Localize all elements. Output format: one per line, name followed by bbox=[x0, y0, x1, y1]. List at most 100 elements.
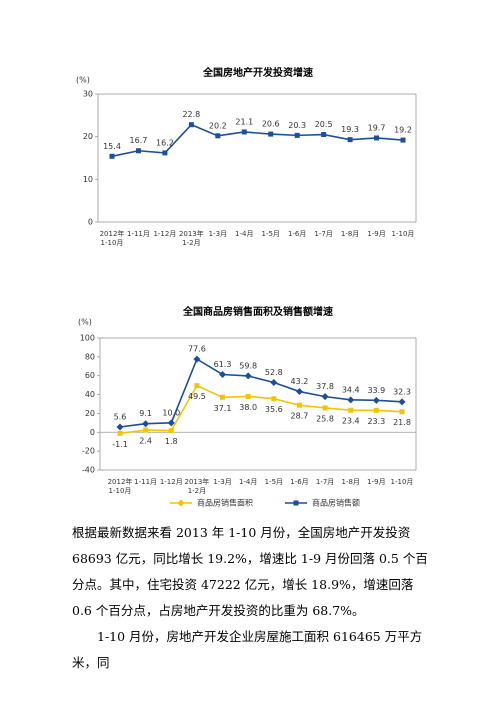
data-label: 20.2 bbox=[209, 121, 227, 130]
marker bbox=[296, 402, 302, 408]
data-label: 61.3 bbox=[214, 360, 232, 369]
y-tick-label: 0 bbox=[88, 218, 93, 227]
x-tick-label: 1-4月 bbox=[238, 478, 258, 486]
data-label: 37.8 bbox=[316, 382, 334, 391]
marker bbox=[177, 499, 185, 507]
marker bbox=[135, 148, 141, 154]
y-tick-label: 20 bbox=[83, 132, 93, 141]
marker bbox=[168, 428, 174, 434]
x-tick-label: 2012年 1-10月 bbox=[107, 478, 133, 495]
y-tick-label: 40 bbox=[85, 390, 95, 399]
x-tick-label: 2013年 1-2月 bbox=[178, 230, 204, 247]
x-tick-label: 1-7月 bbox=[315, 478, 335, 486]
marker bbox=[400, 137, 406, 143]
marker bbox=[399, 409, 405, 415]
data-label: 5.6 bbox=[114, 413, 127, 422]
marker bbox=[322, 405, 328, 411]
marker bbox=[295, 388, 303, 396]
series-line bbox=[111, 123, 404, 158]
data-label: 19.3 bbox=[341, 125, 359, 134]
data-label: 1.8 bbox=[165, 437, 178, 446]
chart-title: 全国房地产开发投资增速 bbox=[202, 66, 313, 79]
x-tick-label: 1-7月 bbox=[314, 230, 333, 238]
chart-title: 全国商品房销售面积及销售额增速 bbox=[182, 305, 333, 318]
marker bbox=[109, 153, 115, 159]
x-tick-label: 2013年 1-2月 bbox=[184, 478, 210, 495]
data-label: 21.1 bbox=[235, 117, 253, 126]
marker bbox=[220, 394, 226, 400]
x-tick-label: 1-11月 bbox=[134, 478, 158, 486]
y-tick-label: 10 bbox=[83, 175, 93, 184]
x-tick-label: 1-12月 bbox=[153, 230, 177, 238]
marker bbox=[321, 132, 327, 138]
y-tick-label: -40 bbox=[82, 466, 95, 475]
data-label: 25.8 bbox=[316, 414, 334, 423]
x-tick-label: 1-11月 bbox=[127, 230, 150, 238]
x-tick-label: 1-5月 bbox=[264, 478, 284, 486]
data-label: 37.1 bbox=[214, 404, 232, 413]
marker bbox=[293, 500, 299, 506]
marker bbox=[188, 122, 194, 128]
data-label: 38.0 bbox=[239, 403, 257, 412]
data-label: 19.2 bbox=[394, 126, 412, 135]
paragraph: 1-10 月份，房地产开发企业房屋施工面积 616465 万平方米，同 bbox=[72, 629, 423, 670]
legend-label: 商品房销售面积 bbox=[197, 498, 253, 508]
data-label: 59.8 bbox=[239, 361, 257, 370]
marker bbox=[244, 372, 252, 380]
marker bbox=[219, 370, 227, 378]
data-label: 23.4 bbox=[342, 417, 360, 426]
x-tick-label: 1-3月 bbox=[213, 478, 232, 486]
plot-frame bbox=[97, 93, 417, 223]
y-tick-label: 100 bbox=[80, 334, 95, 343]
data-label: 33.9 bbox=[367, 386, 385, 395]
x-tick-label: 1-8月 bbox=[340, 230, 360, 238]
data-label: -1.1 bbox=[112, 440, 128, 449]
marker bbox=[347, 137, 353, 143]
x-tick-label: 1-8月 bbox=[341, 478, 360, 486]
data-label: 16.2 bbox=[156, 138, 174, 147]
x-tick-label: 1-3月 bbox=[208, 230, 228, 238]
y-tick-label: 20 bbox=[85, 409, 95, 418]
x-tick-label: 2012年 1-10月 bbox=[99, 230, 125, 247]
data-label: 16.7 bbox=[130, 136, 148, 145]
data-label: 2.4 bbox=[139, 437, 152, 446]
data-label: 9.1 bbox=[139, 409, 152, 418]
marker bbox=[374, 135, 380, 141]
x-tick-label: 1-10月 bbox=[391, 230, 415, 238]
marker bbox=[117, 430, 123, 436]
marker bbox=[116, 423, 124, 431]
marker bbox=[193, 355, 201, 363]
marker bbox=[347, 396, 355, 404]
marker bbox=[194, 383, 200, 389]
marker bbox=[268, 131, 274, 137]
marker bbox=[143, 427, 149, 433]
x-tick-label: 1-6月 bbox=[290, 478, 309, 486]
data-label: 20.3 bbox=[288, 121, 306, 130]
marker bbox=[162, 150, 168, 156]
data-label: 43.2 bbox=[291, 377, 309, 386]
data-label: 77.6 bbox=[188, 345, 206, 354]
marker bbox=[398, 398, 406, 406]
marker bbox=[348, 407, 354, 413]
y-tick-label: 60 bbox=[85, 371, 95, 380]
x-tick-label: 1-5月 bbox=[261, 230, 280, 238]
data-label: 10.0 bbox=[162, 408, 180, 417]
data-label: 49.5 bbox=[188, 392, 206, 401]
y-unit: (%) bbox=[78, 318, 92, 327]
x-tick-label: 1-4月 bbox=[235, 230, 254, 238]
y-tick-label: 80 bbox=[85, 352, 95, 361]
marker bbox=[167, 419, 175, 427]
marker bbox=[271, 396, 277, 402]
data-label: 35.6 bbox=[265, 405, 283, 414]
plot-frame bbox=[99, 337, 417, 471]
y-tick-label: 0 bbox=[90, 428, 95, 437]
marker bbox=[142, 420, 150, 428]
y-unit: (%) bbox=[76, 76, 90, 85]
paragraph: 根据最新数据来看 2013 年 1-10 月份，全国房地产开发投资 68693 … bbox=[72, 525, 428, 618]
y-tick-label: -20 bbox=[82, 447, 95, 456]
y-tick-label: 30 bbox=[83, 90, 93, 99]
marker bbox=[373, 407, 379, 413]
data-label: 20.5 bbox=[315, 120, 333, 129]
x-tick-label: 1-6月 bbox=[287, 230, 307, 238]
